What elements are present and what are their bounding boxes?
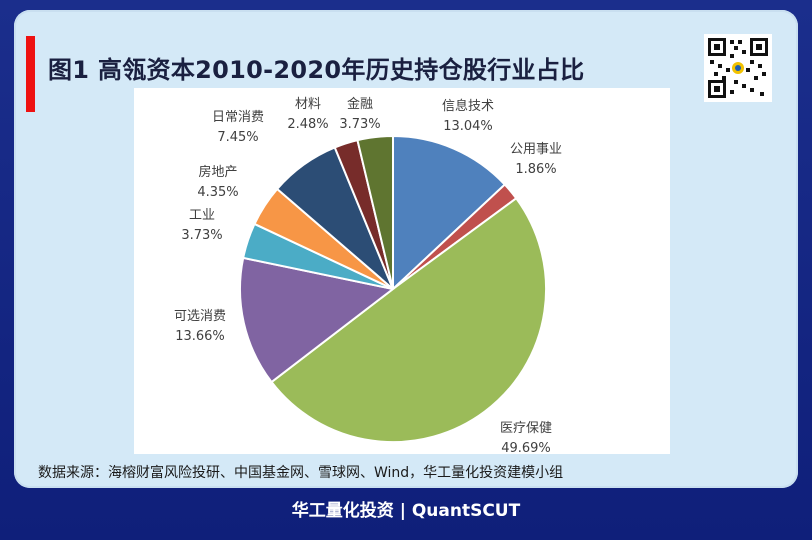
footer-brand: 华工量化投资 | QuantSCUT xyxy=(291,501,521,521)
pie-slice-1 xyxy=(392,134,507,292)
slice-value-label-3: 49.69% xyxy=(501,441,551,454)
slice-value-label-6: 4.35% xyxy=(197,185,238,200)
pie-slice-9 xyxy=(356,134,394,290)
slice-value-label-1: 13.04% xyxy=(443,119,493,134)
content-card: 图1 高瓴资本2010-2020年历史持仓股行业占比 信息技术 13.04% 公用事… xyxy=(14,10,798,488)
slice-label-2: 公用事业 xyxy=(510,142,562,157)
title-accent-bar xyxy=(26,36,35,112)
slice-label-6: 房地产 xyxy=(198,164,237,180)
slice-value-label-5: 3.73% xyxy=(181,228,222,243)
page-title: 图1 高瓴资本2010-2020年历史持仓股行业占比 xyxy=(48,56,585,84)
slice-value-label-9: 3.73% xyxy=(339,117,380,132)
pie-chart-panel: 信息技术 13.04% 公用事业 1.86% 医疗保健 49.69% 可选消费 13.66% 工… xyxy=(134,88,670,456)
slice-value-label-8: 2.48% xyxy=(287,117,328,132)
slice-label-7: 日常消费 xyxy=(212,110,264,125)
pie-slice-4 xyxy=(239,256,396,384)
slice-value-label-2: 1.86% xyxy=(515,162,556,177)
qr-code-icon xyxy=(704,34,772,102)
slice-label-3: 医疗保健 xyxy=(500,421,552,436)
pie-chart: 信息技术 13.04% 公用事业 1.86% 医疗保健 49.69% 可选消费 13.66% 工… xyxy=(174,96,562,456)
slice-value-label-7: 7.45% xyxy=(217,130,258,145)
slice-label-1: 信息技术 xyxy=(442,98,494,114)
slice-label-9: 金融 xyxy=(347,96,373,112)
slice-value-label-4: 13.66% xyxy=(175,329,225,344)
slice-label-5: 工业 xyxy=(189,208,215,223)
data-source-note: 数据来源：海榕财富风险投研、中国基金网、雪球网、Wind，华工量化投资建模小组 xyxy=(38,465,564,481)
slice-label-8: 材料 xyxy=(295,97,321,112)
slice-label-4: 可选消费 xyxy=(174,309,226,324)
pie-slice-3 xyxy=(270,196,548,444)
